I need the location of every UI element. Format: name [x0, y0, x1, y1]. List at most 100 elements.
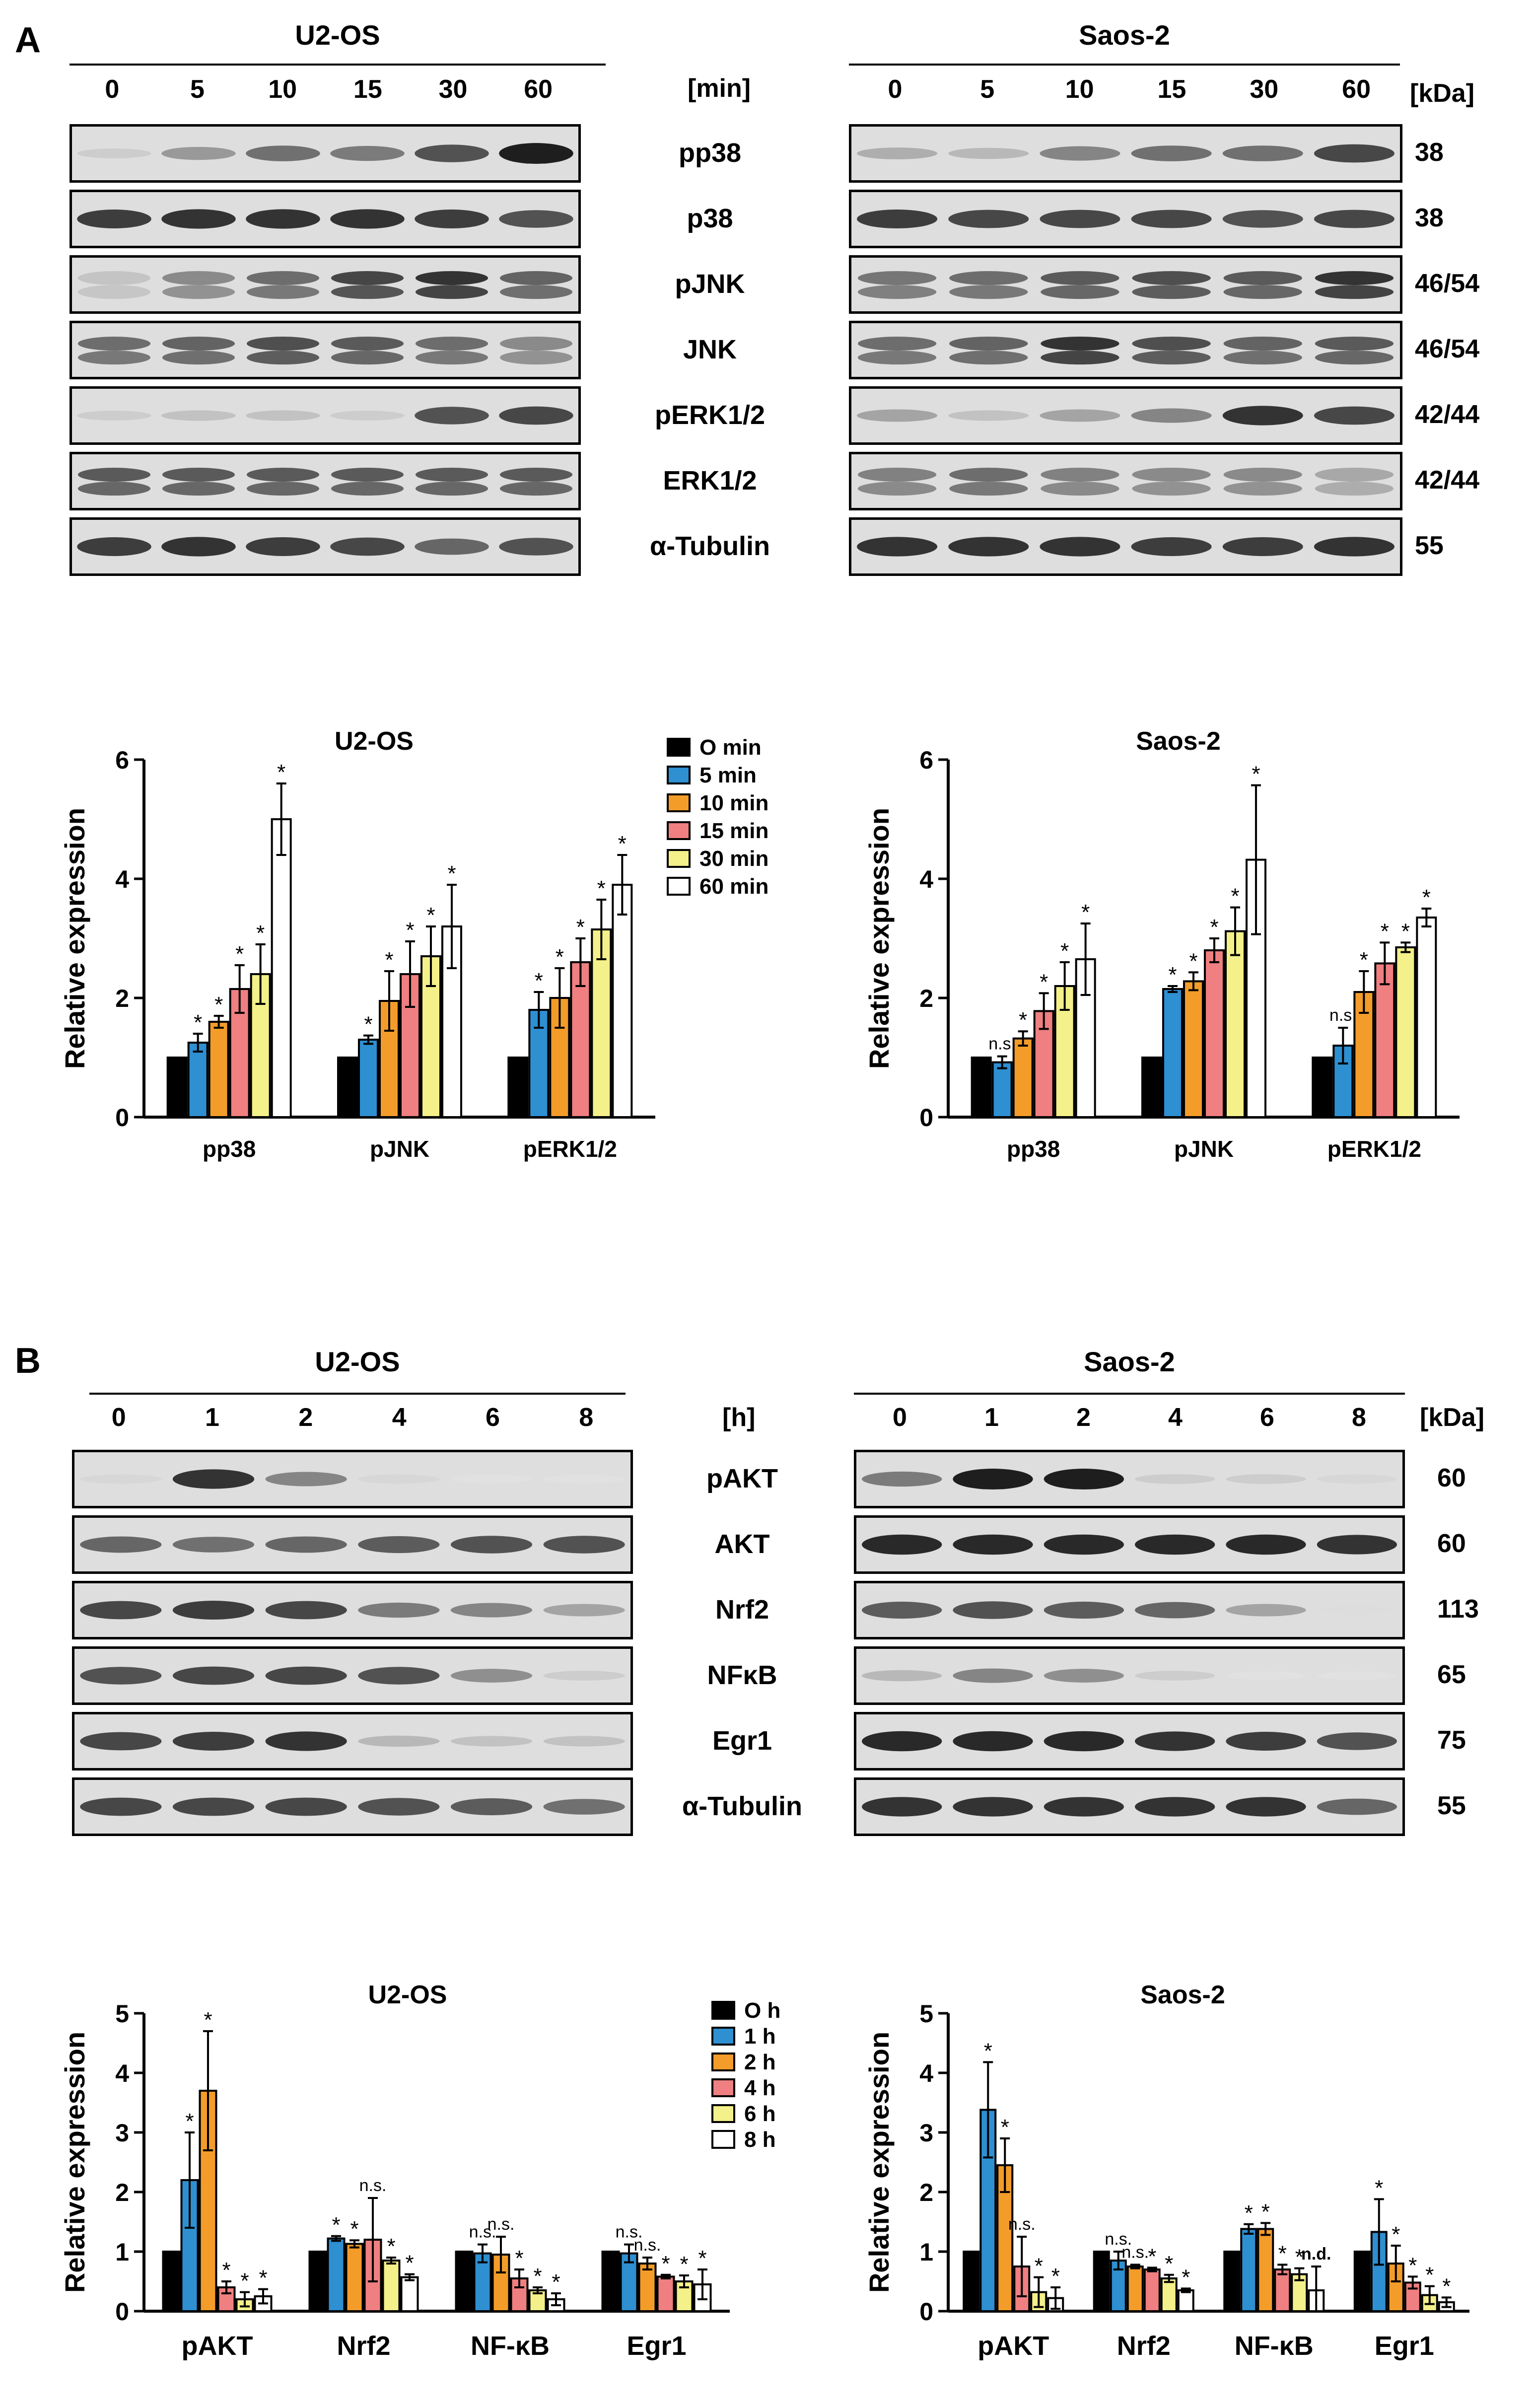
lane-label: 30 [1250, 75, 1279, 104]
protein-band [1044, 1797, 1124, 1817]
blot-strip [70, 517, 581, 576]
significance-mark: * [1035, 2254, 1043, 2278]
protein-label: pJNK [675, 269, 745, 299]
lane-label: 60 [1342, 75, 1371, 104]
significance-mark: * [364, 1012, 372, 1037]
bar [208, 1021, 229, 1118]
significance-mark: * [1381, 919, 1389, 943]
blot-strip [70, 124, 581, 183]
blot-strip [70, 321, 581, 379]
protein-band [172, 1731, 255, 1751]
legend-swatch [667, 793, 691, 812]
protein-band [1222, 537, 1303, 557]
bar [971, 1057, 992, 1118]
bar [187, 1042, 209, 1118]
protein-band [330, 145, 405, 161]
bar [1274, 2268, 1291, 2312]
protein-band [1315, 271, 1394, 285]
y-tick-label: 0 [115, 2298, 129, 2326]
protein-band [948, 537, 1029, 557]
kda-label: 46/54 [1415, 269, 1480, 298]
protein-band [77, 468, 151, 482]
significance-mark: * [1168, 963, 1177, 987]
kda-label: 55 [1437, 1791, 1466, 1820]
bar [358, 1039, 379, 1118]
protein-band [857, 209, 938, 229]
bar [1162, 988, 1183, 1118]
protein-band [1040, 210, 1120, 228]
legend-swatch [667, 821, 691, 840]
protein-band [543, 1536, 625, 1554]
significance-mark: * [1001, 2115, 1009, 2139]
protein-band [1317, 1671, 1397, 1680]
protein-band [1223, 271, 1302, 285]
protein-band [415, 285, 488, 299]
blot-strip [70, 386, 581, 445]
significance-mark: * [552, 2270, 560, 2294]
protein-band [1132, 482, 1211, 496]
significance-mark: * [597, 876, 606, 901]
lane-label: 0 [888, 75, 903, 104]
significance-mark: n.s. [488, 2215, 515, 2234]
protein-band [415, 482, 488, 496]
protein-band [1041, 351, 1119, 365]
bar [612, 884, 633, 1118]
bar [1416, 917, 1437, 1118]
protein-band [77, 271, 151, 285]
protein-band [80, 1797, 162, 1816]
protein-band [1044, 1534, 1124, 1555]
protein-band [862, 1731, 942, 1752]
significance-mark: * [240, 2269, 249, 2293]
protein-band [953, 1601, 1033, 1619]
protein-label: α-Tubulin [682, 1791, 803, 1821]
time-unit-h: [h] [722, 1403, 756, 1432]
protein-band [330, 537, 405, 556]
protein-band [1135, 1671, 1215, 1681]
protein-band [265, 1472, 347, 1487]
y-tick-label: 2 [115, 985, 129, 1012]
protein-label: JNK [683, 335, 737, 364]
protein-band [1317, 1732, 1397, 1750]
protein-band [1317, 1606, 1397, 1615]
protein-band [499, 482, 573, 496]
protein-band [1315, 468, 1394, 482]
bar [675, 2280, 694, 2312]
significance-mark: * [447, 861, 456, 886]
protein-band [862, 1601, 942, 1619]
category-label: Egr1 [627, 2331, 686, 2361]
y-tick-label: 4 [115, 2059, 129, 2087]
blot-strip [72, 1450, 633, 1508]
protein-band [246, 482, 320, 496]
y-tick-label: 0 [919, 2298, 933, 2326]
y-tick-label: 2 [115, 2179, 129, 2206]
blot-strip [70, 452, 581, 510]
bar [601, 2251, 620, 2312]
protein-band [543, 1475, 625, 1484]
y-tick-label: 2 [919, 985, 933, 1012]
bar [656, 2275, 675, 2313]
blot-strip [849, 124, 1402, 183]
protein-band [162, 285, 235, 299]
significance-mark: * [1261, 2199, 1270, 2224]
protein-band [1223, 351, 1302, 365]
protein-band [543, 1736, 625, 1747]
y-tick-label: 4 [919, 2059, 933, 2087]
bar [1312, 1057, 1333, 1118]
chart-a-u2os: U2-OS Relative expression 0 2 4 6 * * * * * pp38 * * *… [59, 727, 768, 1162]
significance-mark: * [1148, 2244, 1156, 2268]
bar [166, 1057, 188, 1118]
significance-mark: * [535, 969, 543, 993]
protein-band [77, 482, 151, 496]
protein-band [358, 1602, 440, 1618]
bar [1141, 1057, 1162, 1118]
protein-band [953, 1534, 1033, 1555]
protein-band [857, 482, 937, 496]
bar [1374, 962, 1395, 1118]
bar [491, 2254, 510, 2312]
category-label: pERK1/2 [523, 1136, 617, 1162]
legend-label: 1 h [744, 2024, 776, 2049]
y-tick-label: 6 [115, 746, 129, 774]
protein-band [1131, 408, 1212, 423]
protein-band [862, 1471, 942, 1487]
bar [1240, 2228, 1257, 2313]
